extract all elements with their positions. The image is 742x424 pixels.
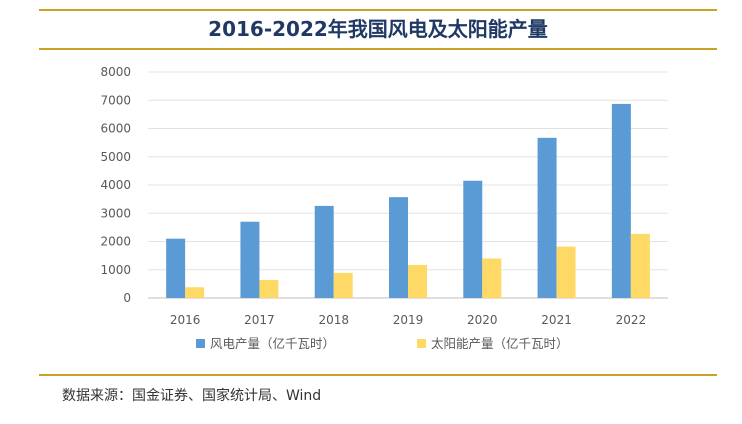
top-rule bbox=[39, 9, 717, 11]
chart-title: 2016-2022年我国风电及太阳能产量 bbox=[208, 17, 548, 41]
bar-solar bbox=[630, 233, 650, 298]
x-tick-label: 2018 bbox=[318, 313, 349, 327]
x-tick-label: 2021 bbox=[541, 313, 572, 327]
bar-solar bbox=[408, 264, 427, 298]
bar-wind bbox=[314, 205, 334, 298]
source-text: 国金证券、国家统计局、Wind bbox=[132, 388, 322, 404]
source-label: 数据来源： bbox=[62, 388, 132, 404]
bar-solar bbox=[482, 258, 502, 298]
x-tick-label: 2019 bbox=[393, 313, 424, 327]
source-note: 数据来源：国金证券、国家统计局、Wind bbox=[62, 386, 321, 406]
y-tick-label: 0 bbox=[123, 291, 131, 305]
x-tick-label: 2020 bbox=[467, 313, 498, 327]
bar-wind bbox=[166, 238, 186, 298]
legend-label-wind: 风电产量（亿千瓦时） bbox=[210, 336, 335, 351]
bar-solar bbox=[185, 287, 205, 298]
y-tick-label: 7000 bbox=[100, 93, 131, 107]
bar-wind bbox=[537, 137, 557, 298]
bar-solar bbox=[259, 279, 279, 298]
y-tick-label: 6000 bbox=[100, 122, 131, 136]
y-tick-label: 2000 bbox=[100, 235, 131, 249]
legend-label-solar: 太阳能产量（亿千瓦时） bbox=[431, 336, 569, 351]
bar-wind bbox=[389, 197, 408, 298]
x-tick-label: 2022 bbox=[616, 313, 647, 327]
legend-swatch-wind bbox=[196, 339, 205, 348]
legend-swatch-solar bbox=[417, 339, 426, 348]
y-tick-label: 4000 bbox=[100, 178, 131, 192]
bar-wind bbox=[240, 221, 260, 298]
bar-wind bbox=[463, 180, 483, 298]
y-tick-label: 5000 bbox=[100, 150, 131, 164]
x-tick-label: 2016 bbox=[170, 313, 201, 327]
y-tick-label: 8000 bbox=[100, 65, 131, 79]
y-tick-label: 3000 bbox=[100, 206, 131, 220]
x-tick-label: 2017 bbox=[244, 313, 275, 327]
bar-wind bbox=[611, 103, 631, 298]
y-tick-label: 1000 bbox=[100, 263, 131, 277]
title-rule bbox=[39, 48, 717, 50]
bar-solar bbox=[556, 246, 576, 298]
footer-rule bbox=[39, 374, 717, 376]
bar-solar bbox=[333, 272, 353, 298]
